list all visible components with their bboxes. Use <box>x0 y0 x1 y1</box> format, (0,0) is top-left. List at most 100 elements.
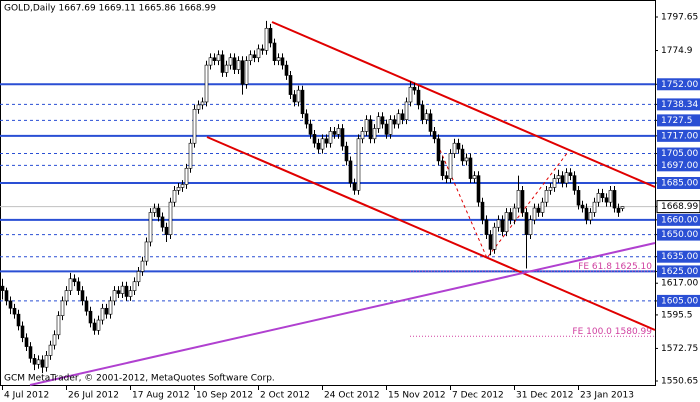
x-tick-label: 26 Jul 2012 <box>68 391 119 401</box>
candle-body <box>292 94 297 103</box>
candle-body <box>320 138 325 150</box>
candle-body <box>188 142 193 169</box>
footer: GCM MetaTrader, © 2001-2012, MetaQuotes … <box>4 374 275 384</box>
candle-body <box>432 131 437 140</box>
y-tick-label: 1752.00 <box>661 80 698 90</box>
y-label-bg <box>657 114 700 127</box>
candle-body <box>468 157 473 179</box>
candle-body <box>248 54 253 61</box>
candle-body <box>136 271 141 283</box>
candle-body <box>400 113 405 120</box>
candle-body <box>360 131 365 140</box>
y-tick-label: 1668.99 <box>661 202 698 212</box>
candle-body <box>280 57 285 66</box>
candle-body <box>220 54 225 73</box>
candle-body <box>288 75 293 95</box>
y-label-bg <box>656 200 700 214</box>
candle-body <box>116 290 121 294</box>
x-tick-label: 4 Jul 2012 <box>4 391 49 401</box>
y-tick-label: 1650.00 <box>661 230 698 240</box>
candle-body <box>244 60 249 85</box>
candle-body <box>28 346 33 359</box>
candle-body <box>124 285 129 297</box>
x-tick-label: 2 Oct 2012 <box>260 391 310 401</box>
candle-body <box>540 201 545 213</box>
y-label-bg <box>657 213 700 226</box>
candle-body <box>452 142 457 154</box>
x-tick-label: 24 Oct 2012 <box>324 391 380 401</box>
candle-body <box>216 54 221 61</box>
candle-body <box>316 142 321 150</box>
candle-body <box>424 113 429 120</box>
candle-body <box>200 101 205 106</box>
y-tick-label: 1685.00 <box>661 179 698 189</box>
candle-body <box>208 57 213 66</box>
y-tick-label: 1625.00 <box>661 267 698 277</box>
candle-body <box>240 60 245 85</box>
candle-body <box>456 142 461 150</box>
candle-body <box>348 160 353 184</box>
candle-body <box>72 278 77 283</box>
candle-body <box>420 104 425 120</box>
candle-body <box>212 57 217 61</box>
trendlines <box>29 21 656 386</box>
y-tick-label: 1697.00 <box>661 161 698 171</box>
candle-body <box>156 207 161 218</box>
candle-body <box>576 190 581 206</box>
y-label-bg <box>657 228 700 241</box>
candle-body <box>376 116 381 129</box>
candle-body <box>388 119 393 135</box>
y-tick-label: 1550.65 <box>661 377 698 387</box>
x-tick-label: 7 Dec 2012 <box>452 391 504 401</box>
y-tick-label: 1727.5 <box>661 116 693 126</box>
candle-body <box>504 212 509 232</box>
candle-body <box>104 307 109 315</box>
candle-body <box>416 89 421 106</box>
candle-body <box>4 290 9 302</box>
candle-body <box>380 116 385 125</box>
candle-body <box>356 138 361 191</box>
candle-body <box>412 86 417 91</box>
candle-body <box>588 212 593 221</box>
candle-body <box>512 207 517 221</box>
candle-body <box>384 123 389 135</box>
candle-body <box>60 300 65 316</box>
y-tick-label: 1617.00 <box>661 279 698 289</box>
candle-body <box>460 148 465 162</box>
y-tick-label: 1635.00 <box>661 252 698 262</box>
candle-body <box>132 281 137 291</box>
candle-body <box>340 128 345 147</box>
candle-body <box>284 64 289 76</box>
chart-title: GOLD,Daily 1667.69 1669.11 1665.86 1668.… <box>4 4 216 14</box>
channel-lower <box>206 136 656 331</box>
y-label-bg <box>657 78 700 91</box>
candle-body <box>440 160 445 176</box>
candle-body <box>96 319 101 331</box>
candle-body <box>552 178 557 188</box>
candle-body <box>408 86 413 103</box>
candle-body <box>548 187 553 191</box>
candle-body <box>16 313 21 327</box>
x-tick-label: 31 Dec 2012 <box>516 391 574 401</box>
candle-body <box>308 123 313 135</box>
candle-body <box>464 157 469 162</box>
candle-body <box>328 131 333 144</box>
candle-body <box>224 64 229 73</box>
candle-body <box>192 109 197 144</box>
candle-body <box>52 334 57 346</box>
candle-body <box>404 101 409 120</box>
candle-body <box>152 207 157 213</box>
y-label-bg <box>657 129 700 142</box>
candle-body <box>164 226 169 235</box>
candle-body <box>48 344 53 356</box>
y-tick-label: 1774.9 <box>661 46 693 56</box>
candle-body <box>488 234 493 250</box>
y-label-bg <box>657 294 700 307</box>
candle-body <box>560 175 565 184</box>
candle-body <box>180 184 185 188</box>
candle-body <box>184 167 189 185</box>
candle-body <box>612 190 617 209</box>
candle-body <box>368 119 373 140</box>
